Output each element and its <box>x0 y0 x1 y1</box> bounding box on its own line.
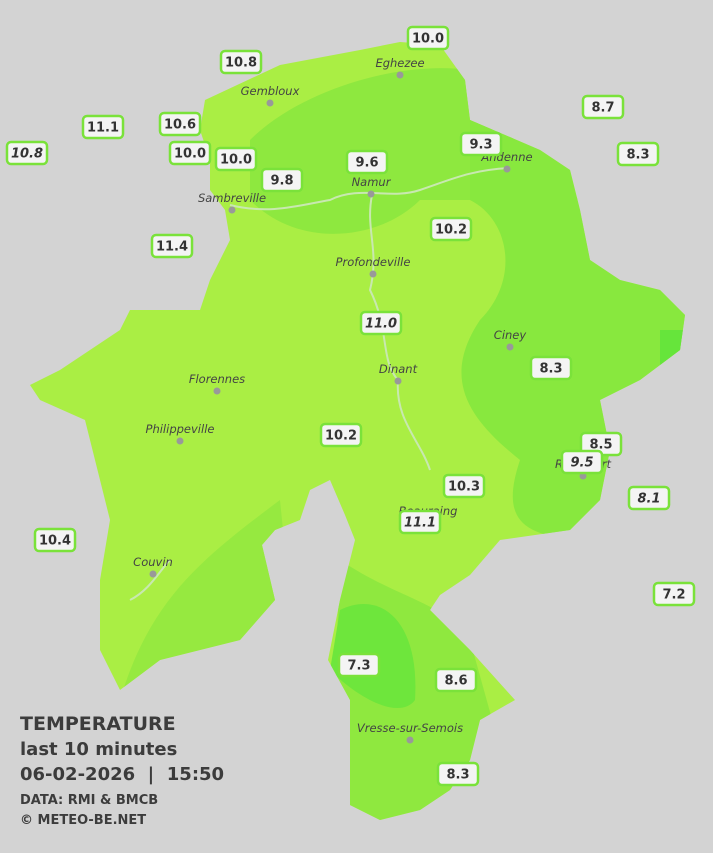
station-value: 10.0 <box>412 32 444 47</box>
town-dot <box>394 377 402 385</box>
town-label: Ciney <box>494 328 527 342</box>
station-value: 10.2 <box>325 429 357 444</box>
station-box <box>616 141 660 167</box>
town-dot <box>406 736 414 744</box>
station-box <box>319 422 363 448</box>
station-value: 10.8 <box>225 56 257 71</box>
town-label: Couvin <box>133 555 173 569</box>
station-box <box>158 111 202 137</box>
town-dot <box>506 343 514 351</box>
legend: TEMPERATURE last 10 minutes 06-02-2026 |… <box>20 713 224 828</box>
towns: EghezeeGemblouxAndenneNamurSambrevillePr… <box>133 56 612 744</box>
station-box <box>581 94 625 120</box>
station-box <box>560 449 604 475</box>
station-box <box>429 216 473 242</box>
station-value: 11.0 <box>365 317 397 332</box>
town-label: Gembloux <box>241 84 300 98</box>
legend-copyright: © METEO-BE.NET <box>20 813 146 828</box>
station-box <box>627 485 671 511</box>
station-value: 7.3 <box>347 659 370 674</box>
station-value: 10.2 <box>435 223 467 238</box>
station-value: 11.1 <box>404 516 436 531</box>
station-box <box>345 149 389 175</box>
station-box <box>168 140 212 166</box>
town-dot <box>213 387 221 395</box>
town-dot <box>176 437 184 445</box>
station-box <box>33 527 77 553</box>
town-label: Vresse-sur-Semois <box>357 721 463 735</box>
station-value: 9.5 <box>570 456 593 471</box>
station-value: 8.3 <box>539 362 562 377</box>
station-value: 9.3 <box>469 138 492 153</box>
town-label: Profondeville <box>336 255 411 269</box>
station-box <box>398 509 442 535</box>
town-dot <box>369 270 377 278</box>
station-value: 8.3 <box>446 768 469 783</box>
station-value: 10.8 <box>11 147 43 162</box>
legend-title: TEMPERATURE <box>20 713 176 735</box>
town-dot <box>266 99 274 107</box>
town-label: Namur <box>352 175 392 189</box>
station-box <box>529 355 573 381</box>
station-value: 11.1 <box>87 121 119 136</box>
station-box <box>219 49 263 75</box>
station-value: 8.7 <box>591 101 614 116</box>
town-dot <box>503 165 511 173</box>
station-value: 9.6 <box>355 156 378 171</box>
station-value: 10.0 <box>174 147 206 162</box>
town-dot <box>149 570 157 578</box>
station-value: 8.5 <box>589 438 612 453</box>
town-dot <box>396 71 404 79</box>
station-box <box>359 310 403 336</box>
town-label: Florennes <box>189 372 245 386</box>
station-box <box>81 114 125 140</box>
station-box <box>214 146 258 172</box>
station-value: 10.3 <box>448 480 480 495</box>
town-label: Eghezee <box>375 56 424 70</box>
station-value: 8.1 <box>637 492 660 507</box>
station-value: 10.0 <box>220 153 252 168</box>
station-value: 8.3 <box>626 148 649 163</box>
station-box <box>260 167 304 193</box>
station-box <box>436 761 480 787</box>
town-label: Dinant <box>379 362 418 376</box>
legend-datetime: 06-02-2026 | 15:50 <box>20 764 224 785</box>
station-value: 10.4 <box>39 534 71 549</box>
town-label: Philippeville <box>146 422 215 436</box>
station-value: 8.6 <box>444 674 467 689</box>
station-box <box>459 131 503 157</box>
station-value: 7.2 <box>662 588 685 603</box>
legend-source: DATA: RMI & BMCB <box>20 793 158 808</box>
station-value: 10.6 <box>164 118 196 133</box>
station-box <box>406 25 450 51</box>
station-box <box>5 140 49 166</box>
legend-subtitle: last 10 minutes <box>20 739 177 760</box>
station-box <box>150 233 194 259</box>
stations: 10.0 10.8 8.7 11.1 10.6 9.3 8.3 10.8 10.0 10.0 9.6… <box>5 25 696 787</box>
town-dot <box>228 206 236 214</box>
station-value: 9.8 <box>270 174 293 189</box>
town-dot <box>367 190 375 198</box>
station-box <box>442 473 486 499</box>
station-box <box>337 652 381 678</box>
station-box <box>652 581 696 607</box>
town-label: Sambreville <box>198 191 266 205</box>
station-box <box>434 667 478 693</box>
station-value: 11.4 <box>156 240 188 255</box>
